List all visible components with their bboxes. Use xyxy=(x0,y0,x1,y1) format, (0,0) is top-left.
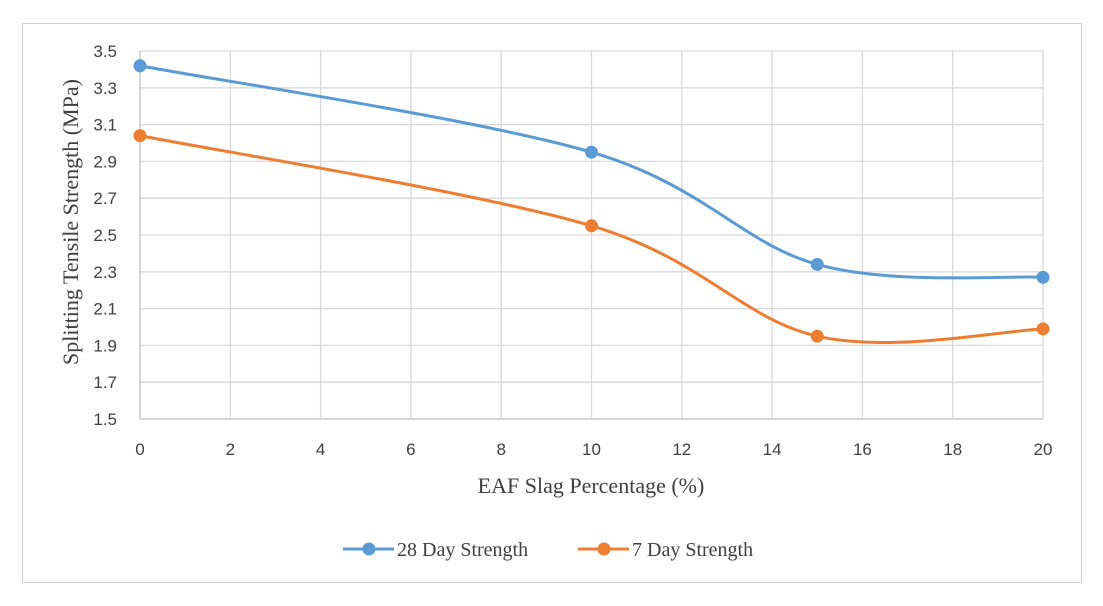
series-28-day xyxy=(133,59,1050,284)
x-tick-label: 20 xyxy=(1034,440,1053,459)
y-tick-label: 1.5 xyxy=(93,410,117,429)
x-tick-label: 14 xyxy=(763,440,782,459)
y-tick-label: 2.5 xyxy=(93,226,117,245)
legend-swatch-marker xyxy=(362,542,376,556)
legend: 28 Day Strength 7 Day Strength xyxy=(343,539,753,561)
series-7-day xyxy=(133,129,1050,344)
y-tick-label: 3.3 xyxy=(93,79,117,98)
x-tick-label: 8 xyxy=(496,440,505,459)
x-tick-label: 12 xyxy=(672,440,691,459)
x-tick-label: 18 xyxy=(943,440,962,459)
x-tick-label: 16 xyxy=(853,440,872,459)
legend-label: 28 Day Strength xyxy=(397,539,528,561)
y-tick-label: 2.7 xyxy=(93,189,117,208)
y-tick-label: 2.3 xyxy=(93,263,117,282)
data-point xyxy=(133,129,147,143)
data-point xyxy=(585,219,598,233)
chart-frame xyxy=(22,23,1082,583)
series xyxy=(133,59,1050,344)
series-line xyxy=(138,64,1045,280)
y-axis-title: Splitting Tensile Strength (MPa) xyxy=(58,79,83,365)
legend-swatch-marker xyxy=(597,542,611,556)
data-point xyxy=(810,257,824,271)
legend-item: 28 Day Strength xyxy=(343,539,528,561)
x-axis-ticks: 0 2 4 6 8 10 12 14 16 18 20 xyxy=(135,440,1052,459)
x-tick-label: 4 xyxy=(316,440,325,459)
data-point xyxy=(1036,322,1050,336)
x-tick-label: 2 xyxy=(226,440,235,459)
y-tick-label: 1.9 xyxy=(93,336,117,355)
legend-label: 7 Day Strength xyxy=(632,539,753,561)
y-tick-label: 2.9 xyxy=(93,152,117,171)
x-tick-label: 10 xyxy=(582,440,601,459)
y-tick-label: 1.7 xyxy=(93,373,117,392)
y-tick-label: 2.1 xyxy=(93,300,117,319)
y-axis-ticks: 1.5 1.7 1.9 2.1 2.3 2.5 2.7 2.9 3.1 3.3 3.5 xyxy=(93,42,117,429)
series-line xyxy=(138,134,1045,344)
legend-item: 7 Day Strength xyxy=(578,539,753,561)
grid xyxy=(139,50,1044,420)
data-point xyxy=(810,329,824,343)
x-axis-title: EAF Slag Percentage (%) xyxy=(478,473,705,498)
y-tick-label: 3.5 xyxy=(93,42,117,61)
data-point xyxy=(133,59,147,73)
data-point xyxy=(585,145,598,159)
data-point xyxy=(1036,270,1050,284)
y-tick-label: 3.1 xyxy=(93,116,117,135)
x-tick-label: 0 xyxy=(135,440,144,459)
x-tick-label: 6 xyxy=(406,440,415,459)
